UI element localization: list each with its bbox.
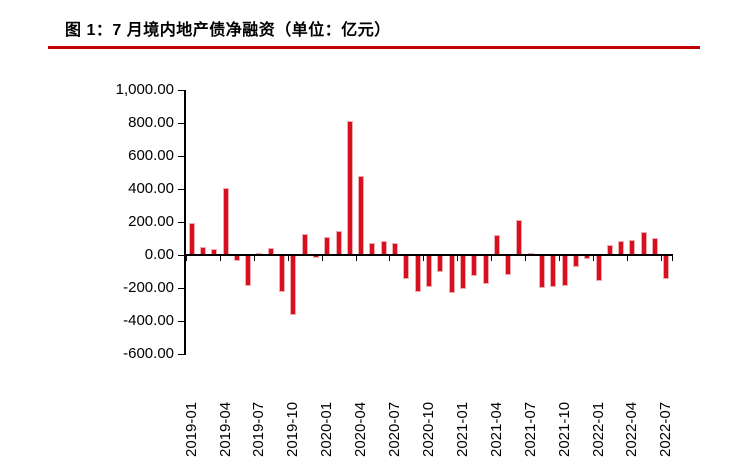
x-tick-label: 2020-04 [352,401,370,457]
x-tick-label: 2019-07 [250,401,268,457]
y-tick [178,89,185,91]
bar [652,237,659,255]
x-tick [626,256,628,261]
x-tick-label: 2021-10 [555,401,573,457]
bar [471,255,478,277]
y-tick [178,188,185,190]
x-tick-label: 2021-04 [487,401,505,457]
x-tick-label: 2022-07 [657,401,675,457]
x-tick-label: 2019-10 [284,401,302,457]
x-tick-label: 2019-01 [182,401,200,457]
bar [380,240,387,255]
x-tick [558,256,560,261]
bar [358,175,365,255]
x-tick-label: 2021-07 [521,401,539,457]
y-tick-label: 600.00 [128,147,174,164]
x-tick-label: 2022-04 [623,401,641,457]
bar [629,239,636,255]
bar [516,219,523,255]
y-tick [178,320,185,322]
title-underline [48,46,700,49]
bar [301,234,308,255]
y-tick [178,221,185,223]
x-tick [672,256,673,261]
bar [346,121,353,255]
bar [414,255,421,293]
bar [279,255,286,293]
x-tick [389,256,391,261]
x-tick [423,256,425,261]
bar [539,255,546,288]
y-tick [178,155,185,157]
bar [459,255,466,289]
x-tick [355,256,357,261]
x-tick [525,256,527,261]
bar [663,255,670,280]
bar [448,255,455,293]
x-axis-line [184,254,673,256]
y-tick [178,287,185,289]
x-tick-label: 2022-01 [589,401,607,457]
figure-title: 图 1：7 月境内地产债净融资（单位：亿元） [65,22,391,39]
y-tick-label: 800.00 [128,114,174,131]
bar [640,232,647,255]
y-tick [178,122,185,124]
x-tick-label: 2020-07 [386,401,404,457]
bar [222,188,229,255]
bar [335,231,342,255]
y-tick [178,353,185,355]
y-tick-label: 1,000.00 [115,81,174,98]
x-tick-label: 2020-01 [318,401,336,457]
x-tick [287,256,289,261]
bar [550,255,557,288]
y-tick-label: -200.00 [123,279,174,296]
bar [572,255,579,267]
y-tick-label: 0.00 [144,246,174,263]
x-tick [253,256,255,261]
x-tick [491,256,493,261]
bar [493,235,500,255]
y-tick-label: -600.00 [123,345,174,362]
x-tick [219,256,221,261]
bar [245,255,252,286]
bar [290,255,297,316]
x-tick-label: 2020-10 [420,401,437,457]
bar [505,255,512,275]
bar [595,255,602,281]
x-tick-label: 2019-04 [216,401,234,457]
x-tick [592,256,594,261]
y-tick [178,254,185,256]
x-tick [457,256,459,261]
x-tick-label: 2021-01 [453,401,471,457]
x-tick [186,256,187,261]
bar [561,255,568,286]
y-tick-label: -400.00 [123,312,174,329]
x-tick [660,256,662,261]
bar [437,255,444,273]
bar [403,255,410,279]
bar [188,222,195,255]
bar [324,236,331,255]
y-tick-label: 400.00 [128,180,174,197]
y-tick-label: 200.00 [128,213,174,230]
bar [482,255,489,284]
y-axis-line [184,90,186,355]
bar [618,240,625,255]
x-tick [321,256,323,261]
bar [426,255,432,288]
